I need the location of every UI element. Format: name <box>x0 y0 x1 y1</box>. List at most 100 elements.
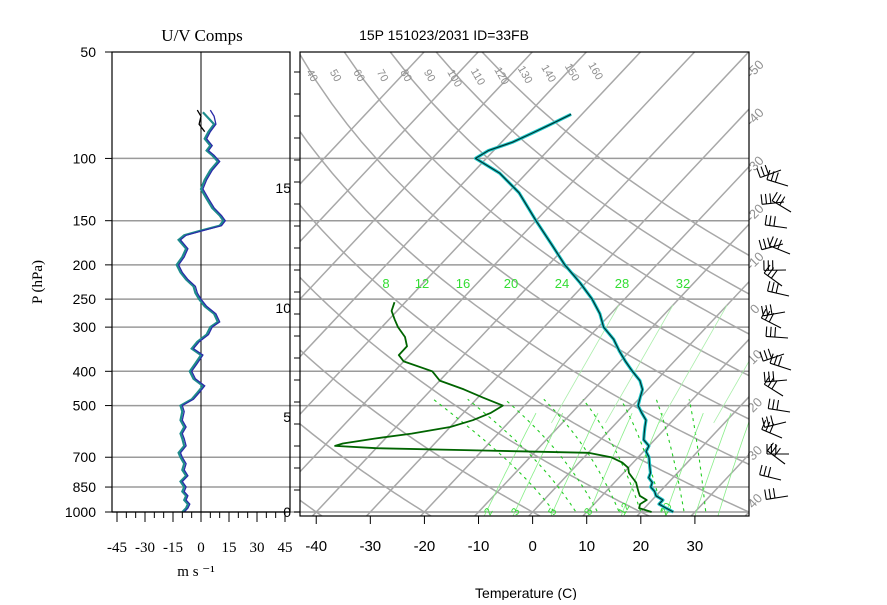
skewt-profiles <box>335 114 673 512</box>
wind-barb <box>762 420 782 438</box>
wind-barb-staff <box>767 180 788 186</box>
wind-barb-feather <box>766 305 768 315</box>
wind-barb-feather <box>768 281 770 291</box>
moist-adiabat-line <box>656 399 684 511</box>
moist-adiabat-label: 12 <box>415 276 429 291</box>
pressure-tick-label: 150 <box>73 213 97 229</box>
uv-series-line-1 <box>179 110 226 512</box>
wind-barb-feather <box>767 443 773 451</box>
temperature-tick-label: -10 <box>468 538 490 555</box>
moist-adiabat-label: 32 <box>676 276 690 291</box>
wind-barb <box>766 326 788 338</box>
temperature-tick-label: 10 <box>578 538 595 555</box>
wind-barb <box>767 443 785 464</box>
wind-barb-staff <box>768 409 790 412</box>
wind-barb-feather <box>764 372 765 382</box>
wind-barb-feather <box>770 304 772 314</box>
moist-adiabat-label: 16 <box>456 276 470 291</box>
isotherm-line <box>688 18 887 520</box>
wind-barb-feather <box>772 192 777 201</box>
wind-barb-feather <box>766 326 767 336</box>
height-km-label: 0 <box>283 504 291 520</box>
isotherm-label: -50 <box>743 57 767 81</box>
wind-barb-feather <box>777 400 779 410</box>
pressure-tick-label: 300 <box>73 319 97 335</box>
wind-barb-feather <box>768 467 770 477</box>
isotherm-line <box>471 18 887 520</box>
temperature-axis-label: Temperature (C) <box>475 585 577 600</box>
pressure-tick-label: 700 <box>73 449 97 465</box>
wind-tick-label: -30 <box>135 540 155 556</box>
dry-adiabat-label: 80 <box>397 68 414 85</box>
wind-barb-staff <box>770 363 791 370</box>
dry-adiabat-line <box>23 52 327 520</box>
pressure-axis-label: P (hPa) <box>30 260 46 304</box>
pressure-tick-label: 850 <box>73 479 97 495</box>
moist-adiabat-line <box>505 399 597 511</box>
wind-barb-feather <box>765 165 768 174</box>
isotherm-line <box>580 18 887 520</box>
wind-barb-staff <box>763 312 785 316</box>
wind-barb-feather <box>761 167 764 176</box>
wind-barb-feather <box>772 282 774 292</box>
temperature-tick-label: -20 <box>414 538 436 555</box>
pressure-tick-label: 1000 <box>65 504 96 520</box>
wind-barb-feather <box>764 466 766 476</box>
pressure-tick-label: 250 <box>73 291 97 307</box>
wind-barb-staff <box>770 246 790 254</box>
wind-barb-feather <box>759 240 762 250</box>
wind-barb-staff <box>765 225 787 228</box>
wind-barb-feather <box>775 173 778 183</box>
dry-adiabat-line <box>115 52 547 520</box>
wind-barb-feather <box>771 415 773 425</box>
moist-adiabat-label: 8 <box>382 276 389 291</box>
wind-barb <box>762 415 786 427</box>
isotherm-line <box>39 18 511 520</box>
wind-barb-feather <box>775 327 776 337</box>
wind-barb-staff <box>760 475 781 480</box>
wind-barb-staff <box>762 429 782 438</box>
wind-barb-staff <box>768 291 789 296</box>
dry-adiabat-label: 140 <box>538 63 558 85</box>
height-km-tick-labels: 0 5 10 15 <box>275 72 300 520</box>
wind-speed-axis-label: m s ⁻¹ <box>177 564 214 580</box>
moist-adiabat-label: 20 <box>504 276 518 291</box>
height-km-label: 10 <box>275 300 291 316</box>
wind-barb-feather <box>769 489 771 499</box>
height-km-label: 15 <box>275 180 291 196</box>
wind-barb-feather <box>768 399 770 409</box>
wind-barb <box>770 354 791 370</box>
temperature-tick-label: 20 <box>632 538 649 555</box>
wind-barb-feather <box>764 350 767 359</box>
pressure-tick-label: 50 <box>80 44 96 60</box>
wind-barb-feather <box>760 465 762 475</box>
wind-tick-label: -15 <box>163 540 183 556</box>
isotherm-line <box>93 18 565 520</box>
isotherm-label: -40 <box>743 105 767 129</box>
wind-tick-label: 0 <box>197 540 205 556</box>
mixing-ratio-line <box>694 413 731 519</box>
wind-barb-staff <box>761 318 781 328</box>
dry-adiabat-label: 160 <box>585 60 605 82</box>
wind-barb <box>772 192 791 212</box>
isotherm-line <box>634 18 887 520</box>
wind-barb <box>767 170 788 186</box>
mixing-ratio-label: 12 <box>616 501 633 518</box>
wind-barb-feather <box>770 193 771 203</box>
pressure-tick-label: 500 <box>73 398 97 414</box>
wind-barb-feather <box>768 349 771 358</box>
height-km-label: 5 <box>283 409 291 425</box>
moist-adiabat-line <box>689 399 705 511</box>
wind-barb-feather <box>763 239 766 249</box>
wind-barb-staff <box>766 496 788 499</box>
uv-pressure-gridlines <box>112 52 749 512</box>
wind-barb-staff <box>766 336 788 338</box>
wind-barb-feather <box>765 194 766 204</box>
dry-adiabat-label: 120 <box>491 65 511 87</box>
uv-panel-title: U/V Comps <box>161 26 242 45</box>
dry-adiabat-label: 150 <box>562 62 582 84</box>
isotherm-line <box>201 18 673 520</box>
